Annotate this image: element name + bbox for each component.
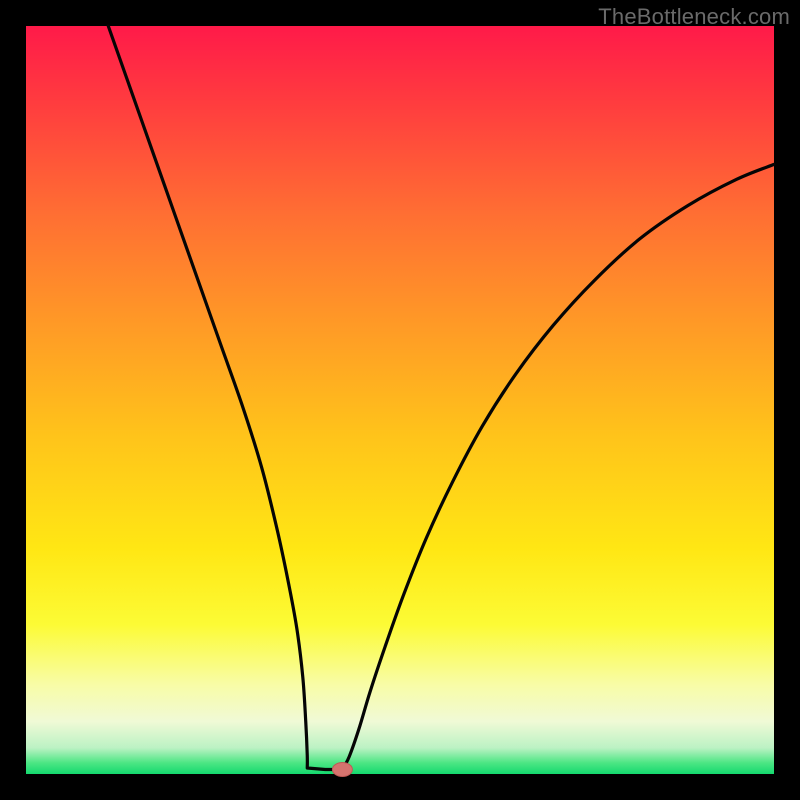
watermark-text: TheBottleneck.com	[598, 4, 790, 30]
gradient-background	[26, 26, 774, 774]
chart-container: TheBottleneck.com	[0, 0, 800, 800]
optimum-marker	[332, 763, 352, 777]
bottleneck-chart	[0, 0, 800, 800]
